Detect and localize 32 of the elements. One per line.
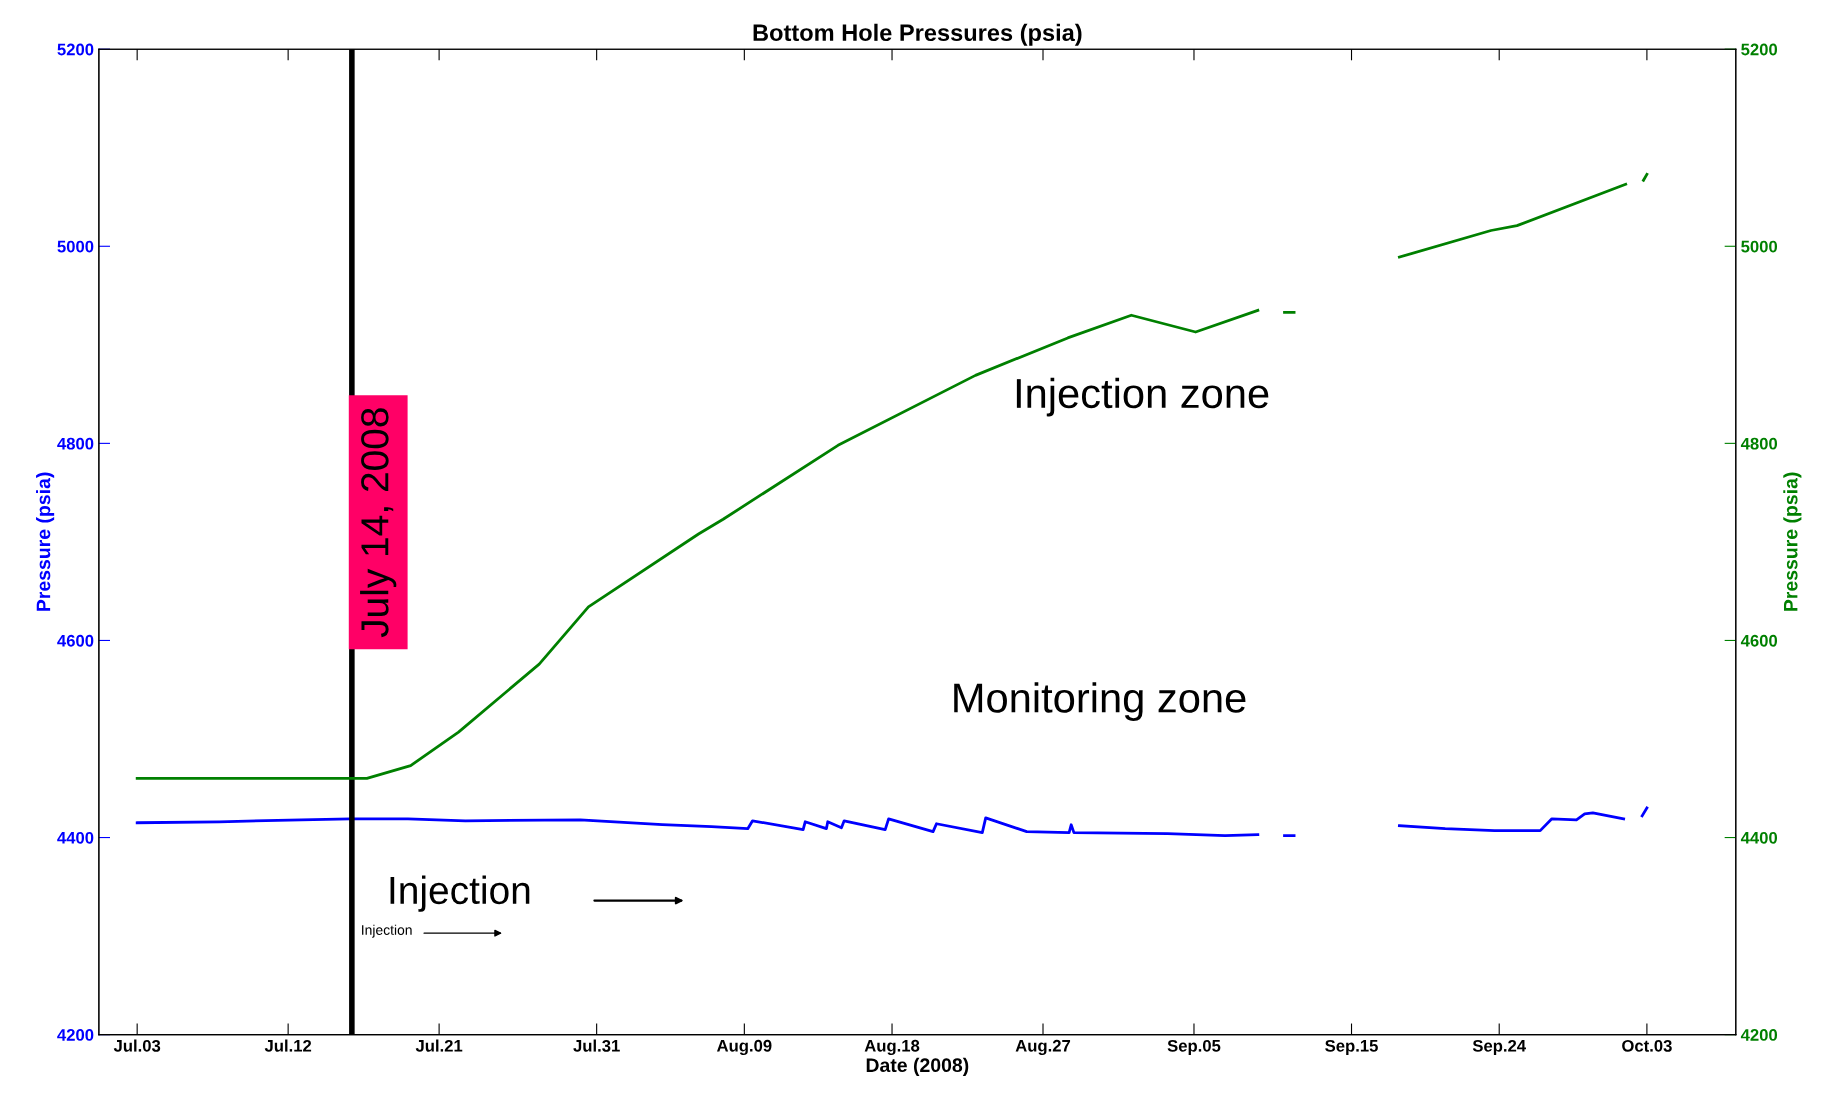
ref-line-label: July 14, 2008 — [360, 408, 397, 638]
y2-tick-label: 4800 — [1740, 437, 1778, 450]
y2-axis-title: Pressure (psia) — [1783, 472, 1802, 611]
series-label: Injection zone — [1016, 377, 1269, 417]
text: Monitoring zone — [954, 682, 1246, 721]
x-tick-label: Jul.03 — [113, 1039, 161, 1052]
y-tick-label: 4200 — [57, 1029, 94, 1041]
y2-tick-label: 5000 — [1741, 240, 1778, 253]
x-axis-title: Date (2008) — [866, 1057, 969, 1076]
y2-tick-label: 4600 — [1740, 634, 1778, 647]
x-tick-label: Jul.12 — [264, 1039, 312, 1052]
y-tick-label: 5000 — [57, 240, 94, 253]
x-tick-label: Sep.24 — [1472, 1039, 1526, 1056]
x-tick-label: Aug.27 — [1015, 1039, 1071, 1056]
y-axis-title: Pressure (psia) — [36, 472, 55, 611]
y2-tick-label: 5200 — [1741, 43, 1778, 56]
x-tick-label: Jul.21 — [415, 1039, 463, 1052]
chart-title: Bottom Hole Pressures (psia) — [753, 23, 1082, 46]
y-tick-label: 4400 — [57, 831, 94, 844]
x-tick-label: Jul.31 — [573, 1039, 620, 1052]
x-tick-label: Sep.05 — [1167, 1039, 1221, 1056]
y-tick-label: 4800 — [57, 437, 94, 450]
annotation: Injection — [362, 924, 412, 938]
y2-tick-label: 4400 — [1740, 831, 1778, 844]
x-tick-label: Sep.15 — [1325, 1039, 1378, 1056]
y-tick-label: 4600 — [57, 634, 94, 647]
y-tick-label: 5200 — [57, 43, 94, 56]
x-tick-label: Oct.03 — [1622, 1039, 1672, 1052]
x-tick-label: Aug.09 — [716, 1039, 772, 1056]
x-tick-label: Aug.18 — [864, 1039, 920, 1056]
y2-tick-label: 4200 — [1740, 1029, 1778, 1041]
annotation: Injection — [390, 875, 530, 912]
